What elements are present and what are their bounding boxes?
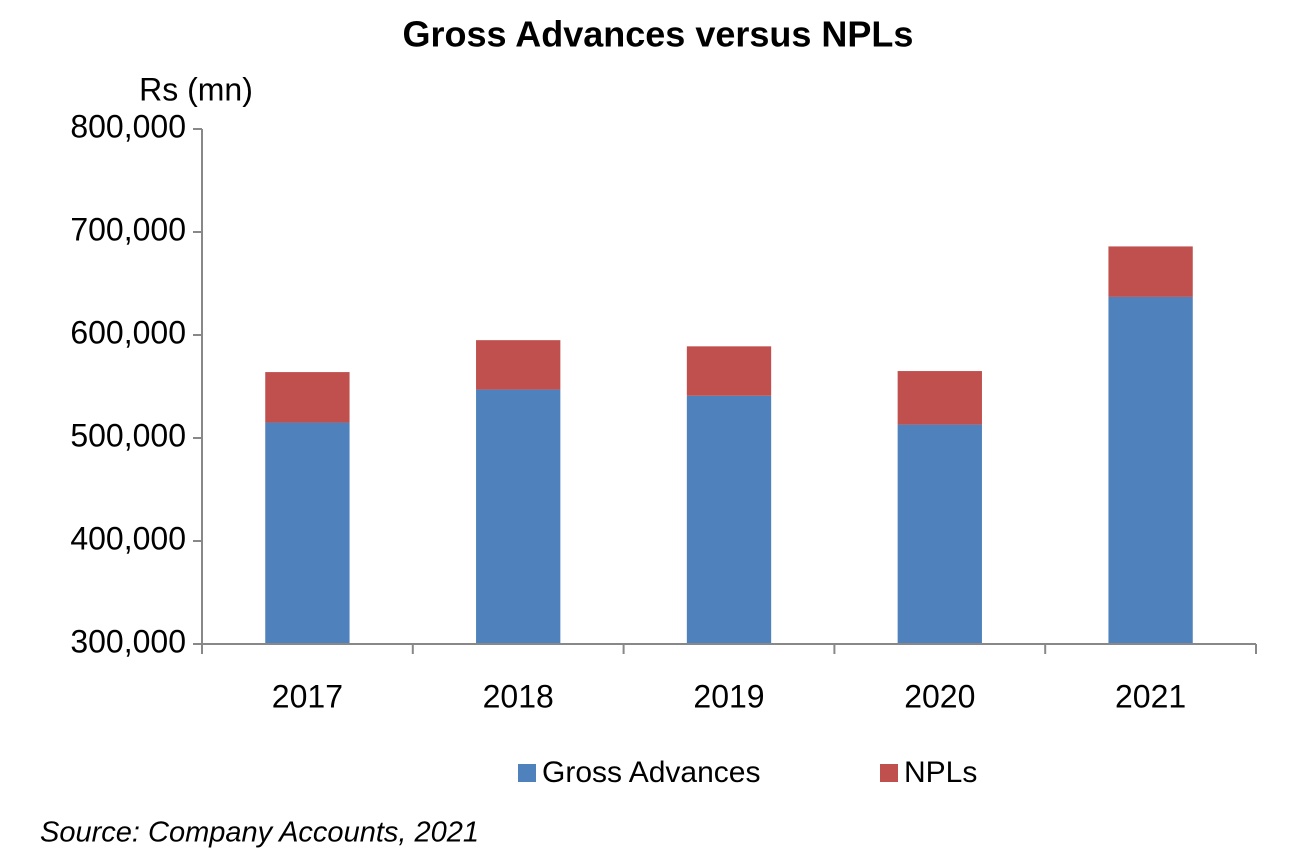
y-tick-label: 700,000 [70,211,186,247]
bar-segment [1108,296,1193,644]
y-tick-label: 300,000 [70,623,186,659]
y-axis-label: Rs (mn) [139,71,253,107]
x-tick-label: 2018 [483,678,554,714]
legend-label: NPLs [904,756,977,789]
x-tick-label: 2019 [693,678,764,714]
bar-segment [1108,246,1193,297]
legend-swatch [880,764,898,782]
legend-label: Gross Advances [542,756,760,789]
y-tick-label: 800,000 [70,108,186,144]
x-tick-label: 2020 [904,678,975,714]
source-note: Source: Company Accounts, 2021 [40,817,479,849]
bar-segment [897,371,982,425]
bar-segment [686,346,772,396]
bar-segment [265,422,350,644]
legend-swatch [518,764,536,782]
y-tick-label: 600,000 [70,314,186,350]
bar-segment [265,372,350,423]
x-tick-label: 2017 [272,678,343,714]
y-tick-label: 500,000 [70,417,186,453]
y-tick-label: 400,000 [70,520,186,556]
bar-segment [897,424,982,644]
x-tick-label: 2021 [1115,678,1186,714]
bar-segment [476,340,561,390]
bar-segment [686,395,772,644]
chart-title: Gross Advances versus NPLs [403,14,914,55]
bar-segment [476,389,561,644]
